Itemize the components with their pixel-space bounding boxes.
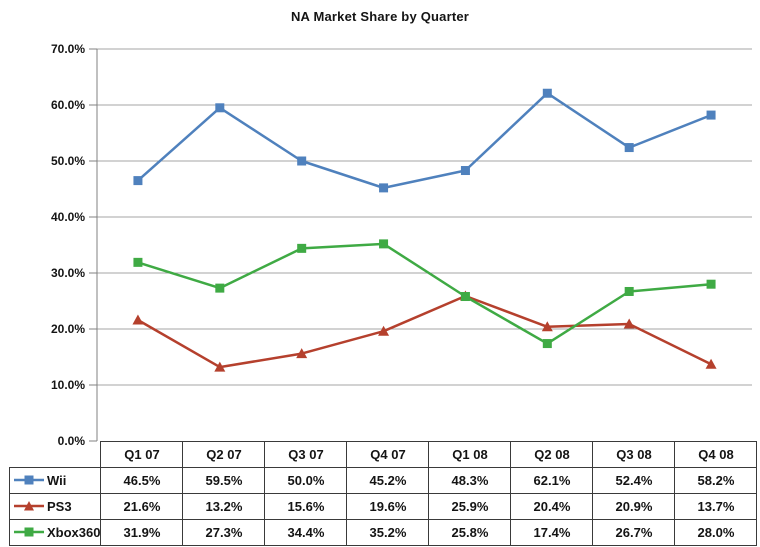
value-cell: 58.2% — [674, 467, 758, 494]
series-marker-xbox360-icon — [133, 257, 143, 267]
legend-cell-ps3: PS3 — [8, 493, 102, 520]
series-marker-wii-icon — [460, 166, 470, 176]
category-header-cell: Q2 08 — [510, 441, 594, 468]
legend-cell-xbox360: Xbox360 — [8, 519, 102, 546]
series-line-xbox360 — [137, 242, 712, 345]
series-marker-xbox360-icon — [624, 286, 634, 296]
y-axis-label: 60.0% — [51, 98, 85, 112]
value-cell: 46.5% — [100, 467, 184, 494]
value-cell: 52.4% — [592, 467, 676, 494]
series-marker-ps3-icon — [378, 325, 390, 336]
wii-legend-key-icon — [14, 475, 44, 485]
series-row-wii: Wii 46.5% 59.5% 50.0% 45.2% 48.3% 62.1% 52.4% 58… — [8, 467, 758, 494]
series-row-xbox360: Xbox360 31.9% 27.3% 34.4% 35.2% 25.8% 17.4% 26.… — [8, 519, 758, 546]
series-marker-ps3-icon — [541, 321, 553, 332]
series-marker-wii-icon — [133, 176, 143, 186]
series-marker-xbox360-icon — [297, 243, 307, 253]
category-header-cell: Q1 08 — [428, 441, 512, 468]
category-header-cell: Q4 08 — [674, 441, 758, 468]
series-marker-xbox360-icon — [460, 292, 470, 302]
category-header-cell: Q2 07 — [182, 441, 266, 468]
y-axis-label: 40.0% — [51, 210, 85, 224]
chart-title: NA Market Share by Quarter — [290, 9, 470, 24]
series-marker-wii-icon — [542, 88, 552, 98]
y-axis-label: 0.0% — [58, 434, 86, 448]
value-cell: 15.6% — [264, 493, 348, 520]
category-header-cell: Q1 07 — [100, 441, 184, 468]
xbox360-legend-key-icon — [14, 527, 44, 537]
series-marker-wii-icon — [624, 143, 634, 153]
series-marker-xbox360-icon — [379, 239, 389, 249]
y-axis-label: 30.0% — [51, 266, 85, 280]
category-header-cell: Q3 07 — [264, 441, 348, 468]
value-cell: 35.2% — [346, 519, 430, 546]
value-cell: 13.7% — [674, 493, 758, 520]
y-axis-label: 70.0% — [51, 42, 85, 56]
series-marker-wii-icon — [706, 110, 716, 120]
value-cell: 27.3% — [182, 519, 266, 546]
series-marker-wii-icon — [379, 183, 389, 193]
series-marker-ps3-icon — [623, 318, 635, 329]
series-line-wii — [137, 91, 712, 190]
ps3-legend-key-icon — [14, 501, 44, 511]
table-corner-spacer — [10, 442, 101, 468]
y-axis-label: 20.0% — [51, 322, 85, 336]
series-marker-ps3-icon — [132, 314, 144, 325]
value-cell: 25.8% — [428, 519, 512, 546]
series-row-ps3: PS3 21.6% 13.2% 15.6% 19.6% 25.9% 20.4% 20.9% 13… — [8, 493, 758, 520]
value-cell: 31.9% — [100, 519, 184, 546]
y-axis-label: 10.0% — [51, 378, 85, 392]
series-marker-xbox360-icon — [542, 339, 552, 349]
series-marker-ps3-icon — [296, 348, 308, 359]
chart-data-table: Q1 07 Q2 07 Q3 07 Q4 07 Q1 08 Q2 08 Q3 08 Q4 08… — [8, 441, 758, 546]
series-line-ps3 — [137, 294, 712, 369]
y-axis-label: 50.0% — [51, 154, 85, 168]
series-marker-xbox360-icon — [215, 283, 225, 293]
category-header-cell: Q3 08 — [592, 441, 676, 468]
value-cell: 20.9% — [592, 493, 676, 520]
value-cell: 25.9% — [428, 493, 512, 520]
series-marker-ps3-icon — [214, 361, 226, 372]
series-marker-xbox360-icon — [706, 279, 716, 289]
series-marker-wii-icon — [215, 103, 225, 113]
value-cell: 19.6% — [346, 493, 430, 520]
value-cell: 26.7% — [592, 519, 676, 546]
value-cell: 62.1% — [510, 467, 594, 494]
series-label: PS3 — [47, 499, 72, 514]
value-cell: 13.2% — [182, 493, 266, 520]
value-cell: 45.2% — [346, 467, 430, 494]
series-label: Wii — [47, 473, 67, 488]
series-marker-wii-icon — [297, 156, 307, 166]
value-cell: 48.3% — [428, 467, 512, 494]
table-header-row: Q1 07 Q2 07 Q3 07 Q4 07 Q1 08 Q2 08 Q3 08 Q4 08 — [10, 441, 758, 468]
series-label: Xbox360 — [47, 525, 101, 540]
value-cell: 21.6% — [100, 493, 184, 520]
value-cell: 28.0% — [674, 519, 758, 546]
value-cell: 50.0% — [264, 467, 348, 494]
value-cell: 59.5% — [182, 467, 266, 494]
series-marker-ps3-icon — [705, 358, 717, 369]
category-header-cell: Q4 07 — [346, 441, 430, 468]
value-cell: 17.4% — [510, 519, 594, 546]
value-cell: 34.4% — [264, 519, 348, 546]
legend-cell-wii: Wii — [8, 467, 102, 494]
plot-area: 0.0% 10.0% 20.0% 30.0% 40.0% 50.0% 60.0% 70.0% — [51, 42, 752, 448]
value-cell: 20.4% — [510, 493, 594, 520]
